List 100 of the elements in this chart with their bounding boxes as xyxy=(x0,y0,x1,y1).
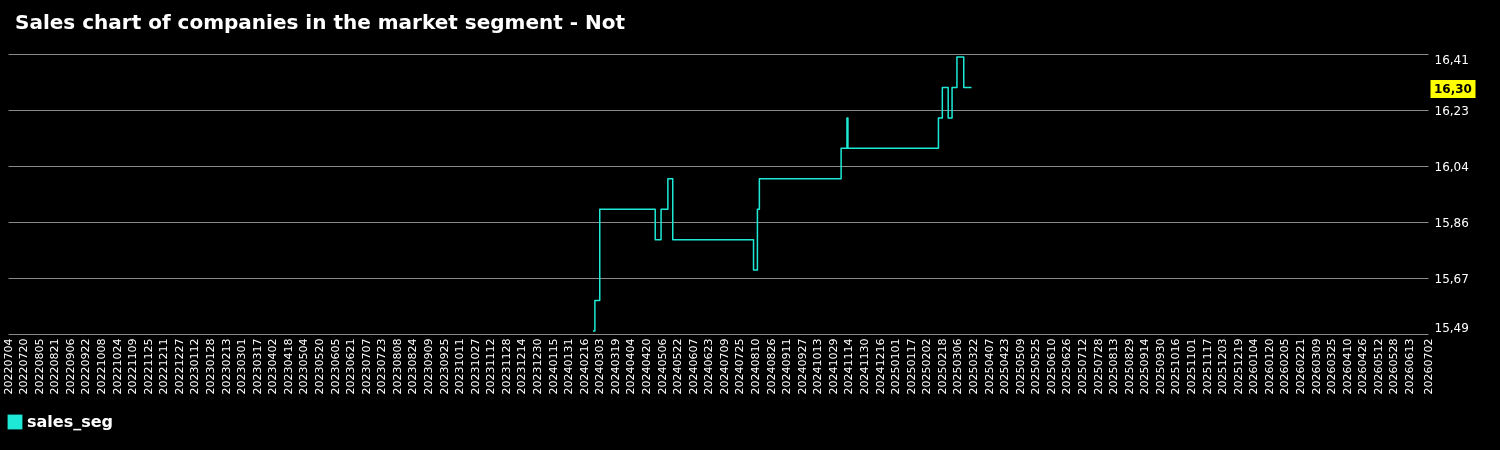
x-tick-label: 20240131 xyxy=(562,338,576,395)
x-tick-label: 20250101 xyxy=(889,338,903,395)
x-tick-label: 20230213 xyxy=(219,338,233,395)
x-tick-label: 20240623 xyxy=(702,338,716,395)
x-tick-label: 20230112 xyxy=(188,338,202,395)
x-tick-label: 20250712 xyxy=(1075,338,1089,395)
x-tick-label: 20260325 xyxy=(1325,338,1339,395)
x-tick-label: 20230520 xyxy=(312,338,326,395)
x-tick-label: 20250423 xyxy=(998,338,1012,395)
x-tick-label: 20251203 xyxy=(1216,338,1230,395)
x-tick-label: 20240404 xyxy=(624,338,638,395)
x-tick-label: 20240826 xyxy=(764,338,778,395)
x-tick-label: 20221211 xyxy=(157,338,171,395)
x-tick-label: 20231230 xyxy=(530,338,544,395)
x-tick-label: 20230909 xyxy=(421,338,435,395)
x-tick-label: 20250218 xyxy=(935,338,949,395)
y-tick-label: 15,49 xyxy=(1434,320,1469,335)
x-tick-label: 20250306 xyxy=(951,338,965,395)
x-tick-label: 20250930 xyxy=(1153,338,1167,395)
y-tick-label: 16,23 xyxy=(1434,103,1469,118)
x-tick-label: 20221125 xyxy=(141,338,155,395)
x-tick-label: 20250509 xyxy=(1013,338,1027,395)
x-tick-label: 20260702 xyxy=(1421,338,1435,395)
x-tick-label: 20250813 xyxy=(1107,338,1121,395)
x-tick-label: 20241114 xyxy=(842,338,856,395)
x-tick-label: 20220821 xyxy=(48,338,62,395)
x-tick-label: 20230707 xyxy=(359,338,373,395)
x-tick-label: 20240709 xyxy=(717,338,731,395)
x-tick-label: 20230621 xyxy=(344,338,358,395)
y-tick-label: 15,67 xyxy=(1434,271,1469,286)
x-tick-label: 20230402 xyxy=(266,338,280,395)
x-tick-label: 20241130 xyxy=(857,338,871,395)
x-tick-label: 20240506 xyxy=(655,338,669,395)
text: 16,30 xyxy=(1434,82,1472,96)
x-tick-label: 20230824 xyxy=(406,338,420,395)
x-tick-label: 20230808 xyxy=(390,338,404,395)
x-tick-label: 20250610 xyxy=(1044,338,1058,395)
x-tick-label: 20240810 xyxy=(748,338,762,395)
x-tick-label: 20260426 xyxy=(1356,338,1370,395)
x-tick-label: 20240216 xyxy=(577,338,591,395)
x-tick-label: 20250626 xyxy=(1060,338,1074,395)
x-tick-label: 20250202 xyxy=(920,338,934,395)
x-tick-label: 20231011 xyxy=(453,338,467,395)
x-tick-label: 20260410 xyxy=(1340,338,1354,395)
x-tick-label: 20230723 xyxy=(375,338,389,395)
x-tick-label: 20251219 xyxy=(1231,338,1245,395)
x-tick-label: 20241216 xyxy=(873,338,887,395)
x-tick-label: 20260221 xyxy=(1294,338,1307,395)
x-tick-label: 20241013 xyxy=(811,338,825,395)
x-tick-label: 20260528 xyxy=(1387,338,1401,395)
x-tick-label: 20231027 xyxy=(468,338,482,395)
x-tick-label: 20230301 xyxy=(235,338,249,395)
x-tick-label: 20231112 xyxy=(484,338,498,395)
x-tick-label: 20221109 xyxy=(126,338,140,395)
x-tick-label: 20250322 xyxy=(966,338,980,395)
x-tick-label: 20260512 xyxy=(1371,338,1385,395)
x-tick-label: 20240303 xyxy=(593,338,607,395)
x-tick-label: 20251117 xyxy=(1200,338,1214,395)
x-tick-label: 20230418 xyxy=(281,338,295,395)
x-tick-label: 20230504 xyxy=(297,338,311,395)
x-tick-label: 20240420 xyxy=(639,338,653,395)
x-tick-label: 20220922 xyxy=(79,338,93,395)
x-tick-label: 20230128 xyxy=(203,338,217,395)
x-tick-label: 20240115 xyxy=(546,338,560,395)
x-tick-label: 20240911 xyxy=(780,338,794,395)
x-tick-label: 20260120 xyxy=(1262,338,1276,395)
x-tick-label: 20240927 xyxy=(795,338,809,395)
x-tick-label: 20240319 xyxy=(608,338,622,395)
x-tick-label: 20260613 xyxy=(1403,338,1417,395)
x-tick-label: 20250407 xyxy=(982,338,996,395)
x-tick-label: 20240725 xyxy=(733,338,747,395)
x-tick-label: 20221227 xyxy=(172,338,186,395)
y-tick-label: 15,86 xyxy=(1434,215,1469,230)
x-tick-label: 20250728 xyxy=(1091,338,1105,395)
x-tick-label: 20251016 xyxy=(1169,338,1183,395)
x-tick-label: 20220805 xyxy=(32,338,46,395)
x-tick-label: 20220720 xyxy=(17,338,31,395)
chart-title: Sales chart of companies in the market segment - Not xyxy=(15,10,626,34)
legend-label: sales_seg xyxy=(27,412,114,431)
x-tick-label: 20250914 xyxy=(1138,338,1152,395)
x-tick-label: 20260205 xyxy=(1278,338,1292,395)
x-tick-label: 20231128 xyxy=(499,338,513,395)
x-tick-label: 20220906 xyxy=(63,338,77,395)
x-tick-label: 20231214 xyxy=(515,338,529,395)
x-tick-label: 20230317 xyxy=(250,338,264,395)
x-tick-label: 20221024 xyxy=(110,338,124,395)
x-tick-label: 20251101 xyxy=(1185,338,1198,395)
x-tick-label: 20260104 xyxy=(1247,338,1261,395)
x-tick-label: 20221008 xyxy=(94,338,108,395)
x-tick-label: 20230605 xyxy=(328,338,342,395)
x-tick-label: 20250117 xyxy=(904,338,918,395)
x-tick-label: 20240522 xyxy=(671,338,685,395)
y-tick-label: 16,41 xyxy=(1434,52,1469,67)
x-tick-label: 20250525 xyxy=(1029,338,1043,395)
x-tick-label: 20250829 xyxy=(1122,338,1136,395)
x-tick-label: 20260309 xyxy=(1309,338,1323,395)
x-tick-label: 20241029 xyxy=(826,338,840,395)
x-tick-label: 20220704 xyxy=(1,338,15,395)
y-tick-label: 16,04 xyxy=(1434,159,1469,174)
x-tick-label: 20230925 xyxy=(437,338,451,395)
